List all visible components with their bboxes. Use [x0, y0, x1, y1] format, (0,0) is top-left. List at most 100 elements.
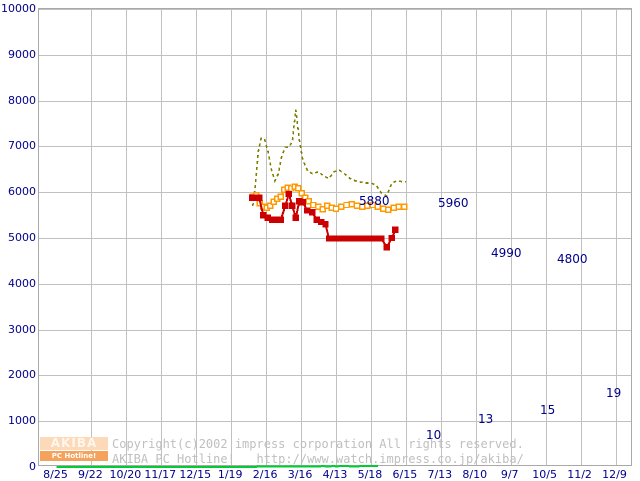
gridline-vertical	[581, 9, 582, 465]
gridline-horizontal	[39, 9, 631, 10]
series-marker-min-price	[388, 234, 396, 242]
series-line-model-count	[56, 465, 378, 468]
gridline-vertical	[301, 9, 302, 465]
gridline-vertical	[476, 9, 477, 465]
series-marker-avg-price	[319, 205, 326, 213]
x-axis-tick-label: 8/25	[43, 468, 68, 481]
series-marker-avg-price	[343, 201, 350, 209]
gridline-vertical	[91, 9, 92, 465]
gridline-horizontal	[39, 421, 631, 422]
akiba-logo: AKIBA PC Hotline!	[40, 437, 108, 462]
series-marker-avg-price	[332, 205, 340, 212]
series-marker-avg-price	[338, 203, 345, 211]
series-marker-min-price	[367, 235, 375, 242]
site-url-line: AKIBA PC Hotline! http://www.watch.impre…	[112, 452, 524, 466]
series-marker-min-price	[325, 235, 333, 242]
series-marker-avg-price	[395, 203, 403, 211]
x-axis-tick-label: 6/15	[392, 468, 418, 481]
series-marker-avg-price	[305, 198, 312, 205]
data-value-label: 4800	[557, 252, 588, 266]
series-marker-min-price	[346, 235, 354, 242]
series-marker-min-price	[331, 235, 338, 242]
akiba-logo-top: AKIBA	[40, 437, 108, 450]
gridline-horizontal	[39, 192, 631, 193]
y-axis-tick-label: 2000	[8, 368, 36, 382]
series-marker-min-price	[392, 226, 399, 234]
series-marker-min-price	[289, 202, 296, 210]
gridline-vertical	[406, 9, 407, 465]
series-layer	[56, 109, 408, 468]
x-axis-tick-label: 9/22	[78, 468, 103, 481]
data-value-label: 19	[606, 386, 622, 400]
series-marker-avg-price	[310, 201, 317, 209]
series-marker-avg-price	[295, 184, 302, 192]
gridline-vertical	[266, 9, 267, 465]
series-marker-min-price	[277, 216, 285, 223]
series-marker-min-price	[341, 235, 348, 242]
gridline-horizontal	[39, 146, 631, 147]
x-axis-tick-label: 10/5	[532, 468, 557, 481]
gridline-vertical	[616, 9, 617, 465]
gridline-vertical	[196, 9, 197, 465]
series-marker-min-price	[299, 199, 306, 206]
y-axis-tick-label: 9000	[8, 47, 36, 61]
x-axis-tick-label: 11/17	[144, 468, 177, 481]
y-axis-tick-label: 4000	[8, 276, 36, 290]
data-value-label: 13	[478, 412, 494, 426]
series-line-max-price	[252, 109, 406, 206]
y-axis-tick-label: 3000	[8, 322, 36, 336]
series-marker-avg-price	[298, 189, 305, 197]
data-value-label: 5880	[359, 194, 390, 208]
series-marker-min-price	[373, 235, 380, 242]
gridline-vertical	[161, 9, 162, 465]
x-axis-tick-label: 5/18	[357, 468, 383, 481]
gridline-horizontal	[39, 375, 631, 376]
gridline-vertical	[546, 9, 547, 465]
series-marker-avg-price	[267, 202, 274, 210]
series-marker-min-price	[378, 235, 385, 242]
y-axis-tick-label: 0	[29, 460, 36, 473]
x-axis-tick-label: 12/15	[179, 468, 212, 481]
series-marker-min-price	[357, 235, 364, 242]
x-axis-tick-label: 3/16	[287, 468, 313, 481]
x-axis-tick-label: 12/9	[602, 468, 627, 481]
series-marker-min-price	[285, 190, 293, 198]
series-marker-avg-price	[400, 203, 408, 211]
series-marker-min-price	[309, 209, 316, 216]
series-marker-avg-price	[390, 204, 397, 212]
series-marker-min-price	[336, 235, 343, 242]
series-marker-min-price	[255, 194, 263, 201]
gridline-vertical	[441, 9, 442, 465]
series-marker-avg-price	[348, 200, 355, 208]
y-axis-tick-label: 8000	[8, 93, 36, 107]
data-value-label: 5960	[438, 196, 469, 210]
data-value-label: 4990	[491, 246, 522, 260]
x-axis-tick-label: 10/20	[109, 468, 142, 481]
data-value-label: 10	[426, 428, 442, 442]
data-value-label: 15	[540, 403, 556, 417]
y-axis-tick-label: 7000	[8, 139, 36, 153]
gridline-horizontal	[39, 55, 631, 56]
series-marker-avg-price	[277, 193, 285, 201]
copyright-line: Copyright(c)2002 impress corporation All…	[112, 437, 524, 451]
series-marker-min-price	[362, 235, 369, 242]
gridline-vertical	[126, 9, 127, 465]
y-axis-tick-label: 1000	[8, 414, 36, 428]
gridline-horizontal	[39, 284, 631, 285]
y-axis-tick-label: 5000	[8, 231, 36, 244]
x-axis-tick-label: 8/10	[462, 468, 488, 481]
x-axis-tick-label: 1/19	[217, 468, 243, 481]
y-axis-tick-label: 10000	[1, 2, 36, 15]
y-axis-tick-label: 6000	[8, 185, 36, 199]
x-axis-tick-label: 7/13	[427, 468, 453, 481]
gridline-vertical	[511, 9, 512, 465]
akiba-logo-bottom: PC Hotline!	[40, 451, 108, 461]
series-marker-min-price	[292, 214, 300, 222]
gridline-vertical	[231, 9, 232, 465]
series-marker-min-price	[282, 202, 289, 210]
series-marker-min-price	[322, 221, 329, 228]
series-marker-min-price	[383, 243, 390, 251]
gridline-horizontal	[39, 330, 631, 331]
x-axis-tick-label: 9/7	[500, 468, 519, 481]
